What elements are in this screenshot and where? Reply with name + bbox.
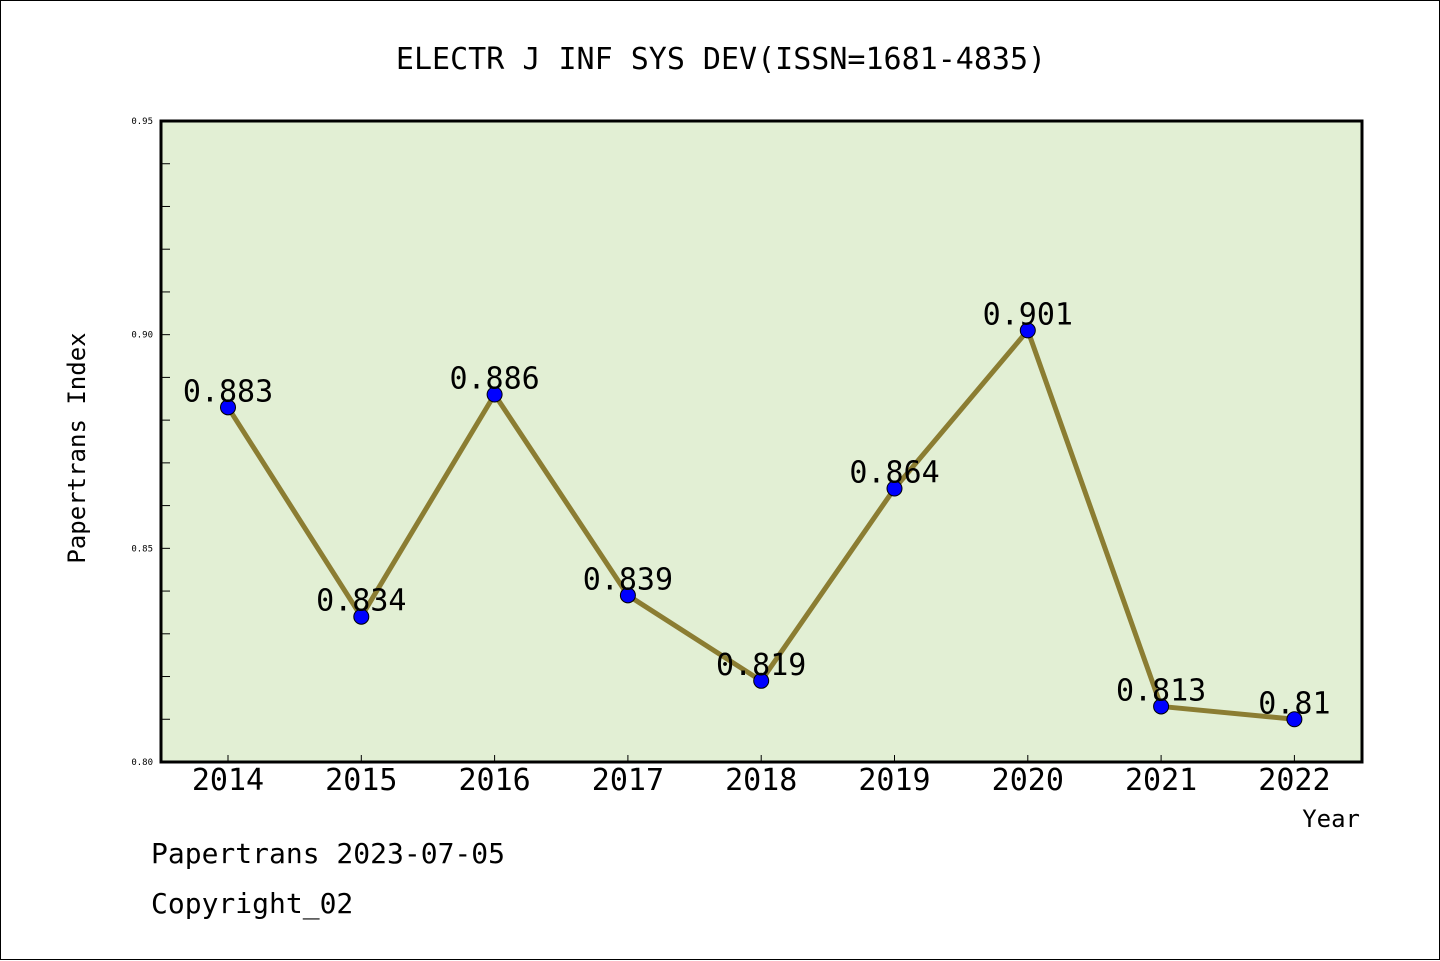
data-point-marker xyxy=(1153,698,1170,715)
data-label: 0.81 xyxy=(1258,686,1330,721)
data-point-marker xyxy=(753,672,770,689)
data-label: 0.886 xyxy=(449,361,539,396)
y-tick-label: 0.95 xyxy=(131,117,153,127)
data-point-marker xyxy=(353,608,370,625)
footer-copyright-text: Copyright_02 xyxy=(151,887,354,920)
data-label: 0.839 xyxy=(583,562,673,597)
data-label: 0.813 xyxy=(1116,673,1206,708)
x-tick-label: 2019 xyxy=(858,763,930,798)
x-tick-label: 2020 xyxy=(992,763,1064,798)
data-point-marker xyxy=(886,480,903,497)
x-tick-label: 2017 xyxy=(592,763,664,798)
data-markers xyxy=(220,322,1303,728)
data-label: 0.901 xyxy=(983,297,1073,332)
data-point-marker xyxy=(1019,322,1036,339)
y-axis-label: Papertrans Index xyxy=(63,332,91,563)
x-ticks xyxy=(227,755,1295,762)
y-tick-label: 0.80 xyxy=(131,758,153,768)
y-minor-ticks xyxy=(161,163,170,720)
data-label: 0.819 xyxy=(716,648,806,683)
x-tick-label: 2016 xyxy=(458,763,530,798)
chart-title: ELECTR J INF SYS DEV(ISSN=1681-4835) xyxy=(396,42,1046,77)
data-point-marker xyxy=(220,399,236,416)
y-tick-label: 0.85 xyxy=(131,544,153,554)
x-axis-label: Year xyxy=(1302,805,1360,833)
x-tick-label: 2015 xyxy=(325,763,397,798)
y-tick-labels: 0.80 0.85 0.90 0.95 xyxy=(131,117,153,768)
x-tick-label: 2021 xyxy=(1125,763,1197,798)
data-point-marker xyxy=(619,587,636,604)
x-tick-label: 2018 xyxy=(725,763,797,798)
x-tick-labels: 2014 2015 2016 2017 2018 2019 2020 2021 2022 xyxy=(192,763,1331,798)
y-tick-label: 0.90 xyxy=(131,331,153,341)
data-label: 0.834 xyxy=(316,584,406,619)
data-point-marker xyxy=(1286,711,1303,728)
data-labels: 0.883 0.834 0.886 0.839 0.819 0.864 0.901 0.813… xyxy=(183,297,1331,721)
footer-date-text: Papertrans 2023-07-05 xyxy=(151,837,506,870)
data-label: 0.883 xyxy=(183,374,273,409)
x-tick-label: 2022 xyxy=(1258,763,1330,798)
data-point-marker xyxy=(486,386,503,403)
x-tick-label: 2014 xyxy=(192,763,264,798)
plot-area xyxy=(159,119,1364,764)
data-label: 0.864 xyxy=(849,456,939,491)
